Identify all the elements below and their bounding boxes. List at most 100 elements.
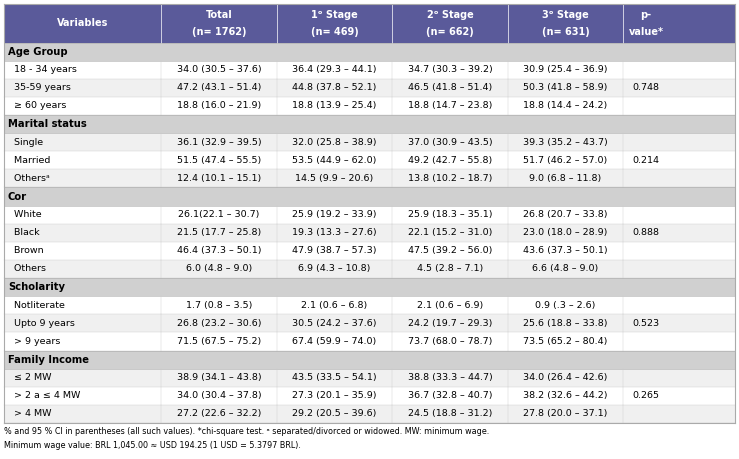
- Text: 34.0 (30.4 – 37.8): 34.0 (30.4 – 37.8): [177, 392, 261, 400]
- Text: 37.0 (30.9 – 43.5): 37.0 (30.9 – 43.5): [408, 138, 492, 147]
- Text: 18 - 34 years: 18 - 34 years: [8, 65, 77, 74]
- Text: ≤ 2 MW: ≤ 2 MW: [8, 373, 52, 382]
- Text: 32.0 (25.8 – 38.9): 32.0 (25.8 – 38.9): [292, 138, 377, 147]
- Bar: [4, 206, 735, 224]
- Bar: [4, 314, 735, 332]
- Text: 1ᵒ Stage: 1ᵒ Stage: [311, 10, 358, 20]
- Text: Single: Single: [8, 138, 43, 147]
- Bar: [4, 387, 735, 405]
- Text: 21.5 (17.7 – 25.8): 21.5 (17.7 – 25.8): [177, 228, 261, 237]
- Bar: [4, 151, 735, 169]
- Text: 50.3 (41.8 – 58.9): 50.3 (41.8 – 58.9): [523, 83, 607, 92]
- Text: 25.6 (18.8 – 33.8): 25.6 (18.8 – 33.8): [523, 319, 607, 328]
- Text: 2.1 (0.6 – 6.8): 2.1 (0.6 – 6.8): [302, 301, 367, 310]
- Text: 49.2 (42.7 – 55.8): 49.2 (42.7 – 55.8): [408, 156, 492, 165]
- Text: > 9 years: > 9 years: [8, 337, 61, 346]
- Text: 36.4 (29.3 – 44.1): 36.4 (29.3 – 44.1): [292, 65, 377, 74]
- Bar: [4, 224, 735, 242]
- Text: 18.8 (14.4 – 24.2): 18.8 (14.4 – 24.2): [523, 101, 607, 111]
- Bar: [4, 115, 735, 133]
- Bar: [4, 97, 735, 115]
- Text: 34.0 (26.4 – 42.6): 34.0 (26.4 – 42.6): [523, 373, 607, 382]
- Text: Age Group: Age Group: [8, 46, 68, 56]
- Text: 34.0 (30.5 – 37.6): 34.0 (30.5 – 37.6): [177, 65, 261, 74]
- Text: 0.9 (.3 – 2.6): 0.9 (.3 – 2.6): [535, 301, 596, 310]
- Text: 29.2 (20.5 – 39.6): 29.2 (20.5 – 39.6): [292, 409, 377, 419]
- Text: 0.265: 0.265: [633, 392, 660, 400]
- Bar: [4, 79, 735, 97]
- Text: 38.8 (33.3 – 44.7): 38.8 (33.3 – 44.7): [407, 373, 492, 382]
- Text: 19.3 (13.3 – 27.6): 19.3 (13.3 – 27.6): [292, 228, 377, 237]
- Text: 36.7 (32.8 – 40.7): 36.7 (32.8 – 40.7): [408, 392, 492, 400]
- Text: Family Income: Family Income: [8, 355, 89, 364]
- Text: 27.8 (20.0 – 37.1): 27.8 (20.0 – 37.1): [523, 409, 607, 419]
- Text: 18.8 (13.9 – 25.4): 18.8 (13.9 – 25.4): [292, 101, 377, 111]
- Text: 47.5 (39.2 – 56.0): 47.5 (39.2 – 56.0): [408, 246, 492, 255]
- Text: 13.8 (10.2 – 18.7): 13.8 (10.2 – 18.7): [408, 174, 492, 183]
- Bar: [4, 405, 735, 423]
- Bar: [4, 61, 735, 79]
- Text: Black: Black: [8, 228, 40, 237]
- Text: White: White: [8, 210, 41, 219]
- Text: Others: Others: [8, 264, 46, 274]
- Bar: [4, 187, 735, 206]
- Text: 47.2 (43.1 – 51.4): 47.2 (43.1 – 51.4): [177, 83, 261, 92]
- Text: % and 95 % CI in parentheses (all such values). *chi-square test. ᵃ separated/di: % and 95 % CI in parentheses (all such v…: [4, 427, 489, 436]
- Text: 53.5 (44.9 – 62.0): 53.5 (44.9 – 62.0): [292, 156, 377, 165]
- Text: 0.523: 0.523: [633, 319, 660, 328]
- Text: 2ᵒ Stage: 2ᵒ Stage: [426, 10, 473, 20]
- Text: 47.9 (38.7 – 57.3): 47.9 (38.7 – 57.3): [292, 246, 377, 255]
- Text: p-: p-: [641, 10, 652, 20]
- Text: 2.1 (0.6 – 6.9): 2.1 (0.6 – 6.9): [417, 301, 483, 310]
- Text: 51.5 (47.4 – 55.5): 51.5 (47.4 – 55.5): [177, 156, 261, 165]
- Text: 22.1 (15.2 – 31.0): 22.1 (15.2 – 31.0): [408, 228, 492, 237]
- Text: 26.8 (20.7 – 33.8): 26.8 (20.7 – 33.8): [523, 210, 607, 219]
- Text: 39.3 (35.2 – 43.7): 39.3 (35.2 – 43.7): [523, 138, 607, 147]
- Text: 18.8 (16.0 – 21.9): 18.8 (16.0 – 21.9): [177, 101, 261, 111]
- Text: 71.5 (67.5 – 75.2): 71.5 (67.5 – 75.2): [177, 337, 261, 346]
- Text: 9.0 (6.8 – 11.8): 9.0 (6.8 – 11.8): [529, 174, 602, 183]
- Text: 43.5 (33.5 – 54.1): 43.5 (33.5 – 54.1): [292, 373, 377, 382]
- Text: Married: Married: [8, 156, 50, 165]
- Bar: [4, 351, 735, 369]
- Text: 6.0 (4.8 – 9.0): 6.0 (4.8 – 9.0): [185, 264, 252, 274]
- Bar: [4, 43, 735, 61]
- Text: (n= 469): (n= 469): [310, 27, 358, 37]
- Text: 0.748: 0.748: [633, 83, 660, 92]
- Text: 73.5 (65.2 – 80.4): 73.5 (65.2 – 80.4): [523, 337, 607, 346]
- Text: Variables: Variables: [57, 18, 109, 28]
- Text: 43.6 (37.3 – 50.1): 43.6 (37.3 – 50.1): [523, 246, 607, 255]
- Text: 34.7 (30.3 – 39.2): 34.7 (30.3 – 39.2): [407, 65, 492, 74]
- Bar: [4, 296, 735, 314]
- Text: Minimum wage value: BRL 1,045.00 ≈ USD 194.25 (1 USD = 5.3797 BRL).: Minimum wage value: BRL 1,045.00 ≈ USD 1…: [4, 441, 301, 450]
- Text: 46.5 (41.8 – 51.4): 46.5 (41.8 – 51.4): [408, 83, 492, 92]
- Bar: [4, 242, 735, 260]
- Text: (n= 662): (n= 662): [426, 27, 474, 37]
- Text: Brown: Brown: [8, 246, 44, 255]
- Text: Marital status: Marital status: [8, 119, 86, 129]
- Text: ≥ 60 years: ≥ 60 years: [8, 101, 67, 111]
- Bar: [4, 332, 735, 351]
- Text: 6.6 (4.8 – 9.0): 6.6 (4.8 – 9.0): [532, 264, 599, 274]
- Text: 1.7 (0.8 – 3.5): 1.7 (0.8 – 3.5): [185, 301, 252, 310]
- Text: 46.4 (37.3 – 50.1): 46.4 (37.3 – 50.1): [177, 246, 261, 255]
- Text: value*: value*: [629, 27, 664, 37]
- Text: 73.7 (68.0 – 78.7): 73.7 (68.0 – 78.7): [408, 337, 492, 346]
- Text: 18.8 (14.7 – 23.8): 18.8 (14.7 – 23.8): [408, 101, 492, 111]
- Text: 0.888: 0.888: [633, 228, 660, 237]
- Text: 24.5 (18.8 – 31.2): 24.5 (18.8 – 31.2): [408, 409, 492, 419]
- Text: 12.4 (10.1 – 15.1): 12.4 (10.1 – 15.1): [177, 174, 261, 183]
- Text: 30.5 (24.2 – 37.6): 30.5 (24.2 – 37.6): [292, 319, 377, 328]
- Text: 14.5 (9.9 – 20.6): 14.5 (9.9 – 20.6): [296, 174, 373, 183]
- Text: 23.0 (18.0 – 28.9): 23.0 (18.0 – 28.9): [523, 228, 607, 237]
- Text: > 4 MW: > 4 MW: [8, 409, 52, 419]
- Text: 27.3 (20.1 – 35.9): 27.3 (20.1 – 35.9): [292, 392, 377, 400]
- Text: 30.9 (25.4 – 36.9): 30.9 (25.4 – 36.9): [523, 65, 607, 74]
- Bar: [4, 278, 735, 296]
- Bar: [4, 169, 735, 187]
- Text: 44.8 (37.8 – 52.1): 44.8 (37.8 – 52.1): [292, 83, 377, 92]
- Text: 27.2 (22.6 – 32.2): 27.2 (22.6 – 32.2): [177, 409, 261, 419]
- Text: 67.4 (59.9 – 74.0): 67.4 (59.9 – 74.0): [293, 337, 377, 346]
- Text: > 2 a ≤ 4 MW: > 2 a ≤ 4 MW: [8, 392, 81, 400]
- Text: 25.9 (19.2 – 33.9): 25.9 (19.2 – 33.9): [292, 210, 377, 219]
